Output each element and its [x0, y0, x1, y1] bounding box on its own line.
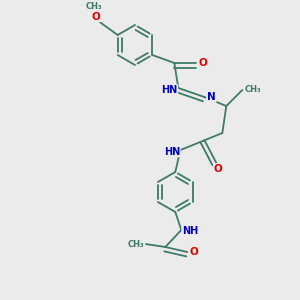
Text: O: O: [190, 247, 199, 257]
Text: O: O: [199, 58, 208, 68]
Text: HN: HN: [164, 146, 180, 157]
Text: NH: NH: [182, 226, 198, 236]
Text: O: O: [91, 11, 100, 22]
Text: CH₃: CH₃: [128, 239, 145, 248]
Text: CH₃: CH₃: [85, 2, 102, 11]
Text: N: N: [207, 92, 216, 102]
Text: HN: HN: [161, 85, 177, 95]
Text: O: O: [214, 164, 223, 174]
Text: CH₃: CH₃: [245, 85, 262, 94]
